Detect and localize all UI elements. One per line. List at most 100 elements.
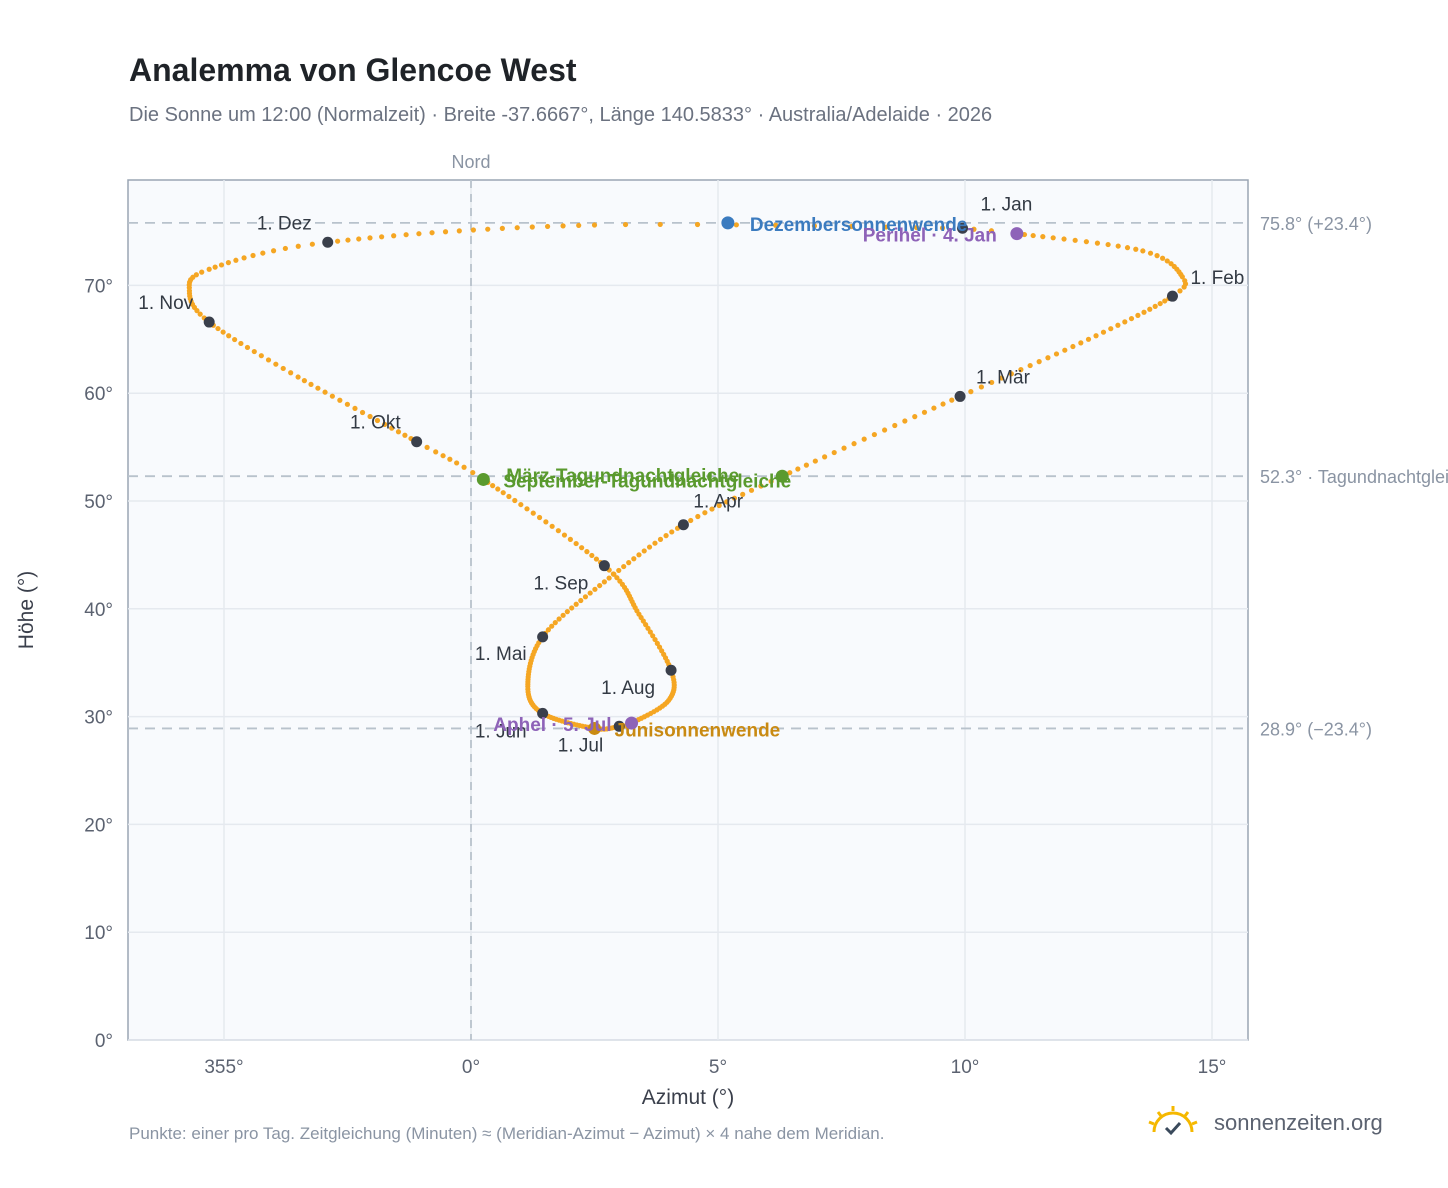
day-point bbox=[921, 409, 928, 415]
day-point bbox=[1115, 243, 1121, 249]
month-marker[interactable] bbox=[537, 631, 549, 643]
month-marker[interactable] bbox=[665, 664, 677, 676]
day-point bbox=[356, 236, 362, 242]
day-point bbox=[1036, 359, 1042, 365]
event-label: Junisonnenwende bbox=[615, 720, 781, 741]
day-point bbox=[433, 449, 439, 455]
day-point bbox=[768, 478, 774, 484]
month-label: 1. Jun bbox=[475, 721, 527, 742]
day-point bbox=[301, 378, 307, 384]
day-point bbox=[803, 462, 809, 468]
day-point bbox=[724, 499, 730, 505]
month-marker[interactable] bbox=[598, 560, 610, 572]
event-marker[interactable] bbox=[721, 216, 735, 230]
event-marker[interactable] bbox=[476, 472, 490, 486]
day-point bbox=[561, 532, 568, 538]
day-point bbox=[1070, 343, 1076, 350]
day-point bbox=[1140, 248, 1146, 254]
day-point bbox=[795, 466, 801, 472]
day-point bbox=[1162, 298, 1168, 304]
event-marker[interactable] bbox=[775, 469, 789, 483]
y-tick-label: 50° bbox=[84, 492, 113, 513]
axes: 355° 0° 5° 10° 15° 0° 10° 20° 30° 40° 50° 60° 70° Azi… bbox=[15, 276, 1226, 1109]
day-point bbox=[295, 374, 301, 380]
day-point bbox=[694, 221, 701, 228]
event-label: Perihel · 4. Jan bbox=[863, 226, 997, 247]
day-point bbox=[295, 243, 301, 249]
day-point bbox=[882, 427, 888, 433]
event-marker[interactable] bbox=[625, 716, 639, 730]
month-label: 1. Nov bbox=[138, 293, 193, 314]
grid bbox=[128, 180, 1248, 1041]
month-marker[interactable] bbox=[613, 720, 625, 732]
month-label: 1. Feb bbox=[1190, 268, 1244, 289]
day-point bbox=[529, 224, 535, 230]
day-point bbox=[1124, 245, 1131, 251]
month-marker[interactable] bbox=[322, 236, 334, 248]
day-point bbox=[616, 567, 622, 574]
day-point bbox=[731, 495, 738, 501]
y-tick-label: 0° bbox=[95, 1031, 113, 1052]
day-point bbox=[657, 536, 664, 542]
day-point bbox=[282, 245, 288, 252]
day-point bbox=[989, 379, 995, 386]
day-point bbox=[914, 224, 920, 231]
month-marker[interactable] bbox=[1166, 290, 1178, 302]
day-point bbox=[650, 633, 656, 639]
month-marker[interactable] bbox=[203, 316, 215, 328]
day-point bbox=[656, 644, 663, 650]
day-point bbox=[500, 490, 506, 496]
day-point bbox=[456, 228, 462, 234]
day-point bbox=[391, 233, 397, 239]
event-marker[interactable] bbox=[588, 721, 601, 735]
footnote: Punkte: einer pro Tag. Zeitgleichung (Mi… bbox=[129, 1124, 885, 1143]
reference-lines: Nord 75.8° (+23.4°) 52.3° · Tagundnachtgle… bbox=[128, 152, 1448, 1040]
day-point bbox=[367, 413, 373, 420]
day-point bbox=[1040, 234, 1046, 240]
day-point bbox=[461, 464, 467, 470]
chart-title: Analemma von Glencoe West bbox=[129, 52, 577, 88]
y-axis-title: Höhe (°) bbox=[15, 571, 38, 649]
y-tick-label: 10° bbox=[84, 923, 113, 944]
day-point bbox=[892, 422, 898, 429]
y-tick-label: 30° bbox=[84, 708, 113, 729]
day-point bbox=[403, 232, 409, 238]
day-point bbox=[848, 223, 855, 230]
day-point bbox=[567, 536, 573, 542]
month-marker[interactable] bbox=[537, 707, 549, 719]
day-point bbox=[344, 401, 350, 407]
day-point bbox=[315, 385, 321, 391]
day-point bbox=[367, 235, 373, 241]
month-label: 1. Aug bbox=[601, 678, 655, 699]
day-point bbox=[851, 441, 857, 447]
month-marker[interactable] bbox=[677, 519, 689, 531]
day-point bbox=[549, 623, 555, 629]
day-point bbox=[576, 222, 582, 229]
day-point bbox=[1177, 288, 1183, 294]
event-label: September-Tagundnachtgleiche bbox=[503, 471, 791, 492]
day-point bbox=[669, 529, 675, 535]
day-point bbox=[395, 429, 402, 435]
brand[interactable]: sonnenzeiten.org bbox=[1146, 1104, 1383, 1141]
day-point bbox=[335, 238, 341, 244]
month-label: 1. Sep bbox=[533, 574, 588, 595]
day-point bbox=[1152, 303, 1158, 309]
day-point bbox=[309, 241, 315, 247]
day-point bbox=[939, 225, 946, 231]
x-tick-label: 10° bbox=[951, 1057, 980, 1078]
reference-line-label: 28.9° (−23.4°) bbox=[1260, 719, 1372, 739]
event-marker[interactable] bbox=[1010, 227, 1024, 241]
day-point bbox=[1128, 315, 1135, 322]
month-marker[interactable] bbox=[957, 222, 969, 234]
day-point bbox=[212, 264, 218, 270]
day-point bbox=[273, 361, 279, 367]
day-point bbox=[447, 456, 453, 462]
day-point bbox=[1094, 240, 1101, 246]
day-point bbox=[442, 229, 449, 235]
month-marker[interactable] bbox=[954, 390, 966, 402]
day-point bbox=[555, 528, 561, 534]
day-point bbox=[654, 640, 660, 646]
day-point bbox=[647, 629, 653, 635]
day-point bbox=[560, 612, 566, 618]
month-marker[interactable] bbox=[411, 436, 423, 448]
